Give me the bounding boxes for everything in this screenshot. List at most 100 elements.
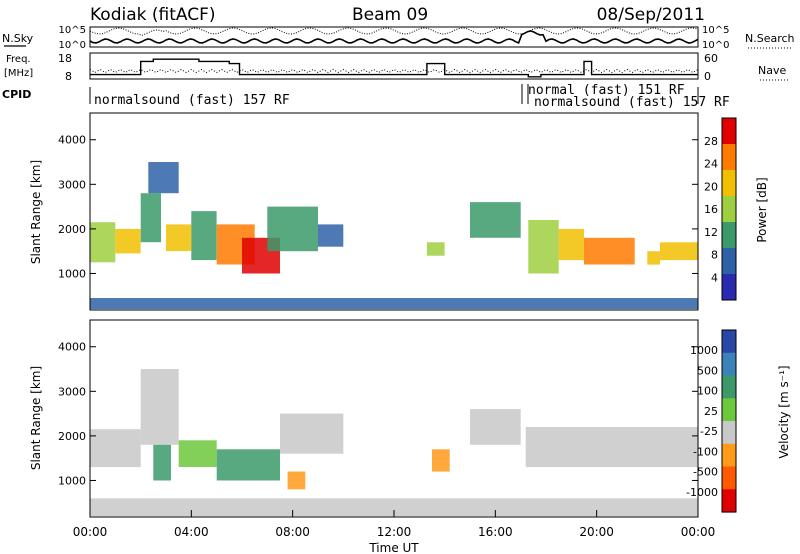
power-echo-region <box>90 298 698 310</box>
velocity-echo-region <box>287 471 306 490</box>
velocity-colorbar-tick: -500 <box>693 466 718 479</box>
noise-left-label: N.Sky <box>2 32 34 45</box>
power-echo-region <box>140 193 161 243</box>
cpid-panel: CPID normalsound (fast) 157 RF normal (f… <box>2 83 730 110</box>
nave-tick-bottom: 0 <box>704 70 711 83</box>
freq-label-line2: [MHz] <box>4 68 33 79</box>
power-colorbar-swatch <box>722 118 736 145</box>
velocity-echo-region <box>216 449 280 481</box>
velocity-colorbar-swatch <box>722 443 736 468</box>
velocity-colorbar-tick: 500 <box>697 364 718 377</box>
velocity-echo-region <box>90 498 698 517</box>
power-ytick-label: 3000 <box>58 178 86 191</box>
nave-tick-top: 60 <box>704 52 718 65</box>
date-title: 08/Sep/2011 <box>597 5 705 25</box>
time-xtick-label: 12:00 <box>377 525 412 539</box>
noise-left-tick-top: 10^5 <box>59 25 86 36</box>
power-ytick-label: 1000 <box>58 267 86 280</box>
power-echo-region <box>166 224 192 252</box>
power-echo-region <box>470 202 521 238</box>
power-colorbar-swatch <box>722 196 736 223</box>
velocity-ytick-label: 2000 <box>58 430 86 443</box>
time-xtick-label: 04:00 <box>174 525 209 539</box>
power-echo-region <box>528 220 559 274</box>
power-echo-region <box>90 222 116 263</box>
velocity-panel: 4000 3000 2000 1000 00:00 04:00 08:00 12:00 16:… <box>29 319 716 554</box>
velocity-echo-region <box>280 413 344 454</box>
velocity-ylabel: Slant Range [km] <box>29 366 43 470</box>
velocity-colorbar-swatch <box>722 421 736 445</box>
time-xtick-label: 20:00 <box>579 525 614 539</box>
velocity-ytick-label: 4000 <box>58 341 86 354</box>
noise-sky-trace <box>89 30 699 44</box>
power-echo-region <box>115 228 141 254</box>
power-colorbar-swatch <box>722 170 736 197</box>
freq-label-line1: Freq. <box>6 54 31 65</box>
nave-trace <box>89 68 699 74</box>
velocity-colorbar-tick: 1000 <box>690 344 718 357</box>
power-ytick-label: 4000 <box>58 134 86 147</box>
time-xtick-label: 00:00 <box>73 525 108 539</box>
power-echo-region <box>148 162 179 194</box>
power-panel: 4000 3000 2000 1000 Slant Range [km] <box>29 112 699 311</box>
velocity-colorbar-swatch <box>722 352 736 377</box>
power-colorbar-swatch <box>722 222 736 249</box>
frequency-trace <box>90 58 698 78</box>
power-colorbar-frame <box>721 117 737 301</box>
noise-left-tick-bottom: 10^0 <box>59 40 86 51</box>
power-ytick-label: 2000 <box>58 223 86 236</box>
velocity-colorbar-label: Velocity [m s⁻¹] <box>777 365 791 458</box>
velocity-echo-region <box>178 440 217 467</box>
noise-right-tick-top: 10^5 <box>702 25 729 36</box>
velocity-colorbar-tick: 25 <box>704 405 718 418</box>
velocity-echo-region <box>153 444 171 481</box>
velocity-colorbar-swatch <box>722 330 736 354</box>
velocity-echo-region <box>432 449 450 472</box>
velocity-ytick-label: 3000 <box>58 385 86 398</box>
power-colorbar-tick: 12 <box>704 226 718 239</box>
time-xlabel: Time UT <box>368 541 419 554</box>
velocity-colorbar-tick: -1000 <box>686 486 718 499</box>
frequency-panel: Freq. [MHz] 18 8 60 0 Nave <box>4 52 790 83</box>
cpid-segment-3: normalsound (fast) 157 RF <box>534 95 730 110</box>
power-echo-region <box>426 242 445 256</box>
time-xtick-label: 08:00 <box>275 525 310 539</box>
power-colorbar-swatch <box>722 248 736 275</box>
noise-panel: N.Sky 10^5 10^0 10^5 10^0 N.Search <box>2 25 795 51</box>
power-colorbar-tick: 20 <box>704 180 718 193</box>
power-echo-region <box>558 228 584 261</box>
time-xtick-label: 16:00 <box>478 525 513 539</box>
noise-right-label: N.Search <box>745 32 795 45</box>
freq-tick-bottom: 8 <box>65 70 72 83</box>
velocity-colorbar-tick: 100 <box>697 385 718 398</box>
power-colorbar-swatch <box>722 144 736 171</box>
velocity-colorbar-swatch <box>722 489 736 513</box>
velocity-colorbar-frame <box>721 329 737 513</box>
power-echo-region <box>647 251 660 265</box>
power-colorbar-label: Power [dB] <box>755 177 769 242</box>
velocity-ytick-label: 1000 <box>58 474 86 487</box>
time-xtick-label: 00:00 <box>681 525 716 539</box>
power-colorbar-tick: 16 <box>704 203 718 216</box>
velocity-echo-region <box>470 409 521 445</box>
power-colorbar-swatch <box>722 274 736 301</box>
power-echo-region <box>267 206 318 252</box>
power-colorbar-tick: 24 <box>704 158 718 171</box>
velocity-colorbar-tick: -25 <box>700 425 718 438</box>
velocity-echo-region <box>90 429 141 468</box>
velocity-colorbar: 1000 500 100 25 -25 -100 -500 -1000 Velocity [m… <box>686 329 791 513</box>
power-echo-region <box>584 237 635 265</box>
power-colorbar-tick: 8 <box>711 249 718 262</box>
power-echo-region <box>318 224 344 247</box>
velocity-echo-region <box>140 369 179 445</box>
velocity-colorbar-swatch <box>722 375 736 399</box>
noise-search-trace <box>89 27 699 36</box>
power-ylabel: Slant Range [km] <box>29 160 43 264</box>
power-colorbar: 28 24 20 16 12 8 4 Power [dB] <box>704 117 769 301</box>
nave-label: Nave <box>758 64 786 77</box>
station-title: Kodiak (fitACF) <box>90 5 216 25</box>
cpid-label: CPID <box>2 88 31 101</box>
freq-tick-top: 18 <box>58 52 72 65</box>
